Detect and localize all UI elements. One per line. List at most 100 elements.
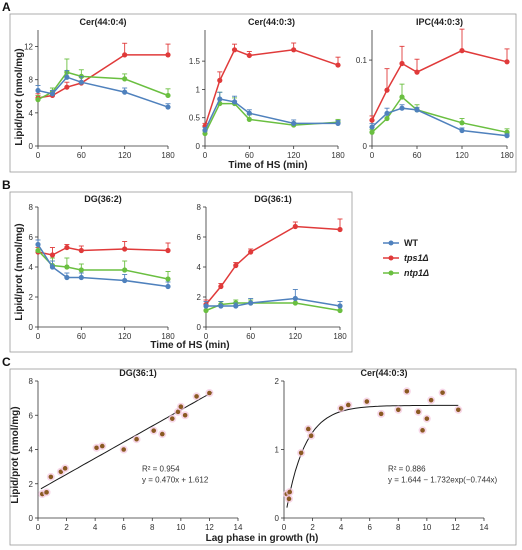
data-point: [99, 443, 105, 449]
r-squared-label: R² = 0.886: [388, 464, 426, 473]
y-tick-label: 0: [29, 514, 34, 523]
data-point: [44, 490, 49, 495]
x-tick-label: 180: [333, 332, 347, 341]
x-tick-label: 120: [287, 151, 301, 160]
data-point-wt: [64, 274, 70, 281]
chart-4: DG(36:2) 0 2 4 6 8 0 60 120 180: [29, 194, 176, 341]
data-point-wt: [369, 124, 375, 130]
data-point: [404, 388, 410, 394]
data-point-wt: [231, 99, 238, 105]
data-point-ntp1: [337, 307, 343, 314]
chart-title: Cer(44:0:4): [79, 17, 126, 27]
data-point-tps1: [122, 52, 128, 58]
fit-curve: [40, 391, 213, 490]
x-tick-label: 0: [282, 523, 287, 532]
data-point-ntp1: [399, 94, 405, 100]
series-line-ntp1: [37, 249, 169, 280]
series-tps1: [369, 28, 510, 123]
data-point: [134, 436, 139, 442]
y-tick-label: 0: [29, 142, 34, 151]
data-point-wt: [291, 120, 297, 126]
chart-5: DG(36:1) 0 2 4 6 8 0 60 120 180: [197, 194, 348, 341]
x-tick-label: 180: [500, 151, 514, 160]
series-line-ntp1: [371, 95, 508, 134]
data-point: [424, 416, 430, 421]
chart-title: DG(36:1): [119, 368, 157, 378]
data-point: [415, 409, 421, 415]
y-tick-label: 0: [197, 323, 202, 332]
series-ntp1: [369, 83, 510, 135]
data-point-ntp1: [246, 116, 252, 123]
data-point-tps1: [64, 84, 70, 90]
legend-marker-wt: [388, 240, 394, 246]
data-point: [207, 390, 212, 396]
x-tick-label: 120: [289, 332, 303, 341]
chart-2: Cer(44:0:3) 0 0.5 1 1.5 0 60 120 180: [189, 17, 345, 160]
x-tick-label: 6: [121, 523, 126, 532]
data-point: [440, 390, 445, 395]
x-axis-label-b: Time of HS (min): [150, 340, 229, 351]
legend: WT tps1Δ ntp1Δ: [383, 238, 429, 278]
x-tick-label: 8: [150, 523, 155, 532]
data-point: [182, 412, 188, 418]
r-squared-label: R² = 0.954: [142, 464, 180, 473]
x-tick-label: 14: [480, 523, 489, 532]
x-tick-label: 60: [77, 332, 86, 341]
chart-3: IPC(44:0:3) 0 0.1 0 60 120 180: [356, 17, 514, 160]
data-point: [420, 428, 425, 433]
data-point: [175, 409, 181, 415]
y-tick-label: 8: [29, 76, 34, 85]
data-point-tps1: [291, 47, 297, 53]
series-tps1: [35, 241, 171, 258]
chart-title: DG(36:2): [84, 194, 122, 204]
series-line-wt: [204, 98, 338, 131]
series-tps1: [203, 218, 343, 308]
data-point-tps1: [218, 283, 224, 290]
data-point-ntp1: [35, 247, 41, 254]
panel-letter-b: B: [2, 178, 11, 192]
fit-curve: [286, 404, 459, 508]
data-point-wt: [202, 127, 208, 133]
x-tick-label: 120: [118, 151, 132, 160]
series-wt: [202, 91, 341, 133]
data-point: [428, 397, 434, 403]
x-tick-label: 60: [246, 332, 255, 341]
data-point: [48, 474, 54, 480]
legend-item-ntp1: ntp1Δ: [383, 268, 429, 278]
data-point-wt: [504, 133, 510, 139]
data-point-wt: [122, 89, 128, 95]
y-tick-label: 8: [29, 203, 34, 212]
data-point-wt: [49, 264, 56, 270]
data-point: [159, 431, 165, 437]
data-point: [121, 447, 127, 452]
data-point-tps1: [384, 87, 390, 93]
data-point: [62, 466, 68, 471]
legend-item-tps1: tps1Δ: [383, 253, 429, 263]
series-wt: [369, 104, 510, 139]
x-tick-label: 12: [451, 523, 460, 532]
series-line-wt: [371, 107, 508, 137]
series-wt: [35, 239, 171, 290]
y-tick-label: 6: [29, 233, 34, 242]
data-point-tps1: [165, 247, 171, 254]
data-point-wt: [165, 104, 171, 110]
data-point-ntp1: [165, 276, 171, 282]
series-line-tps1: [204, 48, 339, 127]
data-point-tps1: [122, 246, 128, 252]
y-axis-label-a: Lipid/prot (nmol/mg): [14, 48, 25, 145]
data-point: [287, 489, 293, 495]
data-point: [378, 411, 384, 417]
x-tick-label: 0: [203, 151, 208, 160]
data-point: [298, 450, 304, 456]
data-point-tps1: [246, 52, 252, 59]
x-tick-label: 10: [176, 523, 185, 532]
data-point-ntp1: [122, 267, 128, 273]
y-tick-label: 1: [275, 446, 280, 455]
data-point-tps1: [292, 223, 298, 230]
x-tick-label: 180: [161, 151, 175, 160]
data-point-ntp1: [165, 92, 171, 99]
x-tick-label: 6: [367, 523, 372, 532]
